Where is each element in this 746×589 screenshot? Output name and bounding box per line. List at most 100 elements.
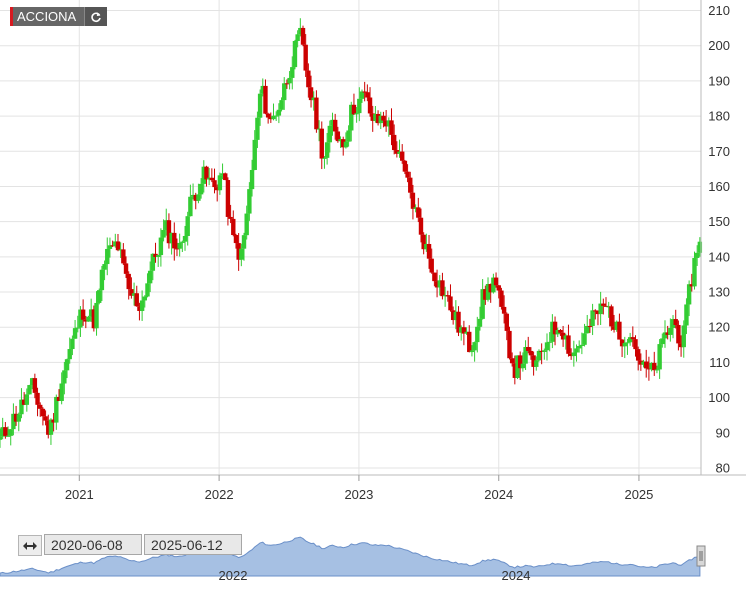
candle-body — [445, 295, 450, 297]
candle-body — [536, 350, 542, 361]
candle-body — [198, 183, 204, 195]
candle-body — [231, 218, 236, 236]
candle-body — [611, 326, 617, 330]
candle-body — [75, 327, 80, 329]
ticker-label: ACCIONA — [17, 9, 77, 24]
candle-body — [381, 115, 386, 121]
y-tick-label: 130 — [708, 285, 730, 300]
candle-body — [290, 67, 295, 78]
candle-body — [391, 134, 397, 151]
candle-body — [408, 177, 413, 193]
range-toggle-button[interactable] — [18, 535, 42, 556]
candle-body — [429, 258, 434, 273]
candle-body — [137, 306, 142, 311]
candle-body — [0, 427, 5, 437]
candle-body — [354, 113, 359, 115]
candle-body — [475, 326, 480, 343]
candle-body — [134, 293, 139, 307]
candle-body — [686, 284, 692, 305]
candle-body — [223, 173, 228, 181]
grid-lines — [0, 0, 701, 475]
y-tick-label: 100 — [708, 390, 730, 405]
candle-body — [115, 241, 121, 251]
candle-body — [257, 93, 263, 118]
candle-body — [501, 306, 507, 314]
y-tick-label: 140 — [708, 249, 730, 264]
candle-body — [249, 169, 255, 190]
candle-body — [308, 87, 314, 101]
candle-body — [646, 368, 652, 370]
candle-body — [166, 220, 172, 244]
candle-body — [652, 362, 657, 371]
candle-body — [426, 243, 432, 259]
candle-body — [383, 120, 389, 127]
candle-body — [375, 113, 381, 124]
candle-body — [201, 166, 206, 184]
candle-body — [649, 362, 654, 370]
end-date-input[interactable]: 2025-06-12 — [144, 534, 242, 555]
candle-body — [485, 283, 491, 300]
candle-body — [182, 235, 188, 242]
candle-body — [316, 128, 322, 130]
candle-body — [164, 220, 169, 230]
candle-body — [676, 324, 681, 344]
candle-body — [268, 117, 274, 120]
candle-body — [343, 141, 349, 148]
candle-body — [306, 70, 311, 88]
candle-body — [440, 280, 445, 297]
candle-body — [298, 27, 303, 35]
candle-body — [359, 91, 365, 99]
x-tick-label: 2021 — [65, 487, 94, 502]
candle-body — [654, 369, 660, 371]
candle-body — [563, 335, 568, 340]
candle-body — [279, 100, 284, 110]
y-tick-label: 210 — [708, 3, 730, 18]
refresh-button[interactable] — [84, 7, 108, 26]
candle-body — [64, 359, 70, 371]
candle-body — [247, 189, 252, 214]
candle-body — [228, 216, 233, 219]
candle-body — [421, 234, 426, 250]
candle-body — [161, 229, 166, 238]
candle-body — [206, 177, 212, 180]
candle-body — [263, 85, 268, 114]
candle-body — [461, 327, 467, 334]
candle-body — [365, 92, 370, 98]
candle-body — [579, 344, 585, 346]
x-axis-ticks: 2021 2022 2023 2024 2025 — [65, 475, 653, 502]
start-date-input[interactable]: 2020-06-08 — [44, 534, 142, 555]
candle-body — [32, 378, 38, 393]
candle-body — [464, 331, 469, 334]
candle-body — [467, 331, 472, 353]
ticker-badge[interactable]: ACCIONA — [10, 7, 108, 26]
ticker-color-marker — [10, 7, 13, 26]
candle-body — [255, 117, 260, 140]
x-tick-label: 2024 — [484, 487, 513, 502]
candle-body — [107, 245, 113, 249]
candle-body — [625, 342, 630, 344]
price-chart: 2021 2022 2023 2024 2025 80 90 100 110 120 130 140… — [0, 0, 746, 502]
candle-body — [332, 119, 338, 132]
candle-body — [694, 252, 700, 258]
candle-body — [142, 296, 147, 301]
candle-body — [373, 113, 378, 121]
candle-body — [633, 339, 638, 350]
candle-body — [670, 319, 676, 328]
candle-body — [180, 241, 185, 243]
candle-body — [432, 272, 437, 282]
candle-body — [236, 243, 241, 260]
candle-body — [459, 327, 464, 333]
candle-body — [657, 344, 662, 370]
candle-body — [531, 355, 536, 367]
candle-body — [38, 404, 43, 409]
navigator-handle-right[interactable] — [696, 545, 706, 567]
candle-body — [239, 248, 244, 260]
candle-body — [335, 131, 341, 142]
x-tick-label: 2025 — [624, 487, 653, 502]
candle-body — [619, 339, 625, 347]
candle-body — [271, 115, 276, 120]
candle-body — [544, 342, 550, 351]
candle-body — [480, 289, 485, 319]
candle-body — [169, 232, 174, 244]
candle-body — [78, 309, 83, 328]
